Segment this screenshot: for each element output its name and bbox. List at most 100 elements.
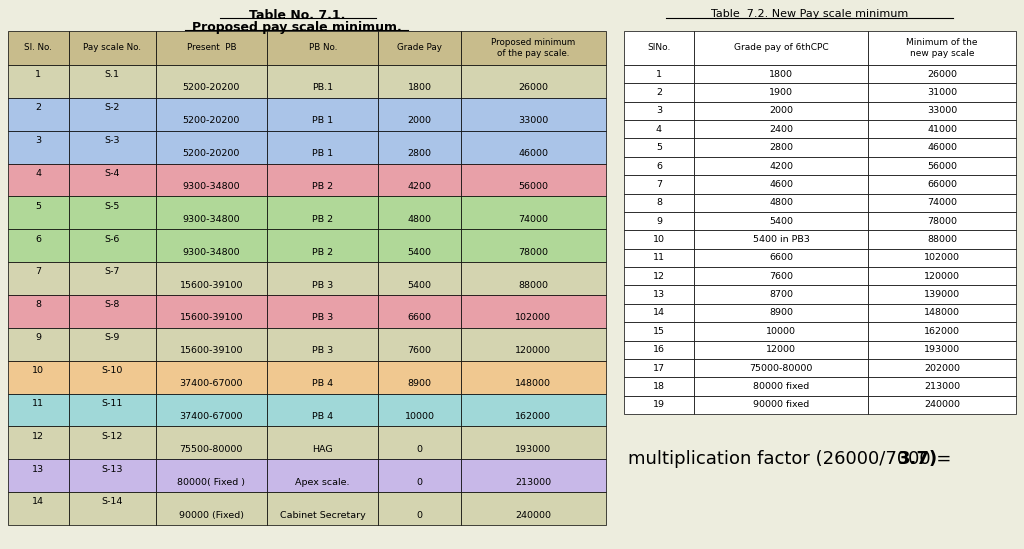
Text: PB 3: PB 3: [312, 346, 334, 355]
Bar: [69, 31, 156, 65]
Text: 5400: 5400: [408, 281, 431, 290]
Bar: [156, 65, 267, 98]
Text: 5: 5: [35, 202, 41, 211]
Bar: [267, 295, 379, 328]
Bar: [868, 175, 1016, 194]
Text: 193000: 193000: [924, 345, 961, 354]
Text: 1: 1: [35, 70, 41, 80]
Text: 0: 0: [417, 478, 423, 487]
Text: 240000: 240000: [515, 511, 551, 520]
Bar: [868, 31, 1016, 65]
Bar: [624, 102, 694, 120]
Text: 26000: 26000: [927, 70, 957, 79]
Text: 8: 8: [35, 300, 41, 309]
Bar: [694, 83, 868, 102]
Text: 19: 19: [653, 400, 665, 410]
Bar: [8, 492, 69, 525]
Bar: [267, 131, 379, 164]
Bar: [694, 285, 868, 304]
Bar: [267, 229, 379, 262]
Text: 15: 15: [653, 327, 665, 336]
Bar: [8, 262, 69, 295]
Bar: [8, 394, 69, 427]
Bar: [868, 138, 1016, 157]
Bar: [694, 31, 868, 65]
Bar: [156, 427, 267, 460]
Bar: [156, 98, 267, 131]
Bar: [267, 65, 379, 98]
Bar: [624, 304, 694, 322]
Bar: [461, 328, 606, 361]
Bar: [267, 328, 379, 361]
Bar: [267, 31, 379, 65]
Text: 9300-34800: 9300-34800: [182, 248, 241, 257]
Text: 4600: 4600: [769, 180, 793, 189]
Text: S-7: S-7: [104, 267, 120, 277]
Bar: [379, 295, 461, 328]
Text: 162000: 162000: [925, 327, 961, 336]
Bar: [694, 194, 868, 212]
Text: 90000 fixed: 90000 fixed: [753, 400, 809, 410]
Bar: [694, 359, 868, 377]
Text: 139000: 139000: [924, 290, 961, 299]
Text: SlNo.: SlNo.: [647, 43, 671, 53]
Text: 4200: 4200: [408, 182, 431, 191]
Text: 120000: 120000: [925, 272, 961, 281]
Text: PB.1: PB.1: [312, 83, 333, 92]
Bar: [69, 98, 156, 131]
Text: 8: 8: [656, 198, 662, 208]
Bar: [868, 249, 1016, 267]
Text: 31000: 31000: [927, 88, 957, 97]
Bar: [868, 396, 1016, 414]
Bar: [379, 65, 461, 98]
Bar: [69, 328, 156, 361]
Bar: [868, 285, 1016, 304]
Text: 75500-80000: 75500-80000: [179, 445, 243, 454]
Text: 80000( Fixed ): 80000( Fixed ): [177, 478, 246, 487]
Text: 1800: 1800: [769, 70, 793, 79]
Text: 37400-67000: 37400-67000: [179, 412, 243, 421]
Text: S-13: S-13: [101, 464, 123, 474]
Bar: [267, 98, 379, 131]
Text: 12: 12: [33, 432, 44, 441]
Text: PB 1: PB 1: [312, 116, 333, 125]
Bar: [461, 361, 606, 394]
Bar: [868, 340, 1016, 359]
Text: 11: 11: [653, 254, 665, 262]
Text: 7600: 7600: [769, 272, 793, 281]
Text: 3: 3: [35, 136, 41, 145]
Bar: [694, 120, 868, 138]
Bar: [868, 83, 1016, 102]
Text: PB 2: PB 2: [312, 248, 333, 257]
Bar: [868, 102, 1016, 120]
Bar: [379, 229, 461, 262]
Bar: [868, 65, 1016, 83]
Text: Apex scale.: Apex scale.: [296, 478, 350, 487]
Text: 2800: 2800: [408, 149, 431, 158]
Bar: [379, 98, 461, 131]
Text: 7600: 7600: [408, 346, 431, 355]
Text: 1900: 1900: [769, 88, 793, 97]
Text: 7: 7: [35, 267, 41, 277]
Text: 240000: 240000: [925, 400, 961, 410]
Bar: [8, 460, 69, 492]
Bar: [267, 361, 379, 394]
Bar: [624, 65, 694, 83]
Text: PB 2: PB 2: [312, 182, 333, 191]
Bar: [694, 175, 868, 194]
Bar: [694, 157, 868, 175]
Text: 56000: 56000: [518, 182, 549, 191]
Text: 11: 11: [33, 399, 44, 408]
Text: 37400-67000: 37400-67000: [179, 379, 243, 388]
Bar: [624, 120, 694, 138]
Bar: [8, 31, 69, 65]
Bar: [868, 194, 1016, 212]
Bar: [694, 138, 868, 157]
Bar: [156, 328, 267, 361]
Bar: [868, 377, 1016, 396]
Text: 7: 7: [656, 180, 662, 189]
Bar: [69, 460, 156, 492]
Text: 80000 fixed: 80000 fixed: [753, 382, 809, 391]
Text: 1: 1: [656, 70, 662, 79]
Text: 15600-39100: 15600-39100: [179, 346, 243, 355]
